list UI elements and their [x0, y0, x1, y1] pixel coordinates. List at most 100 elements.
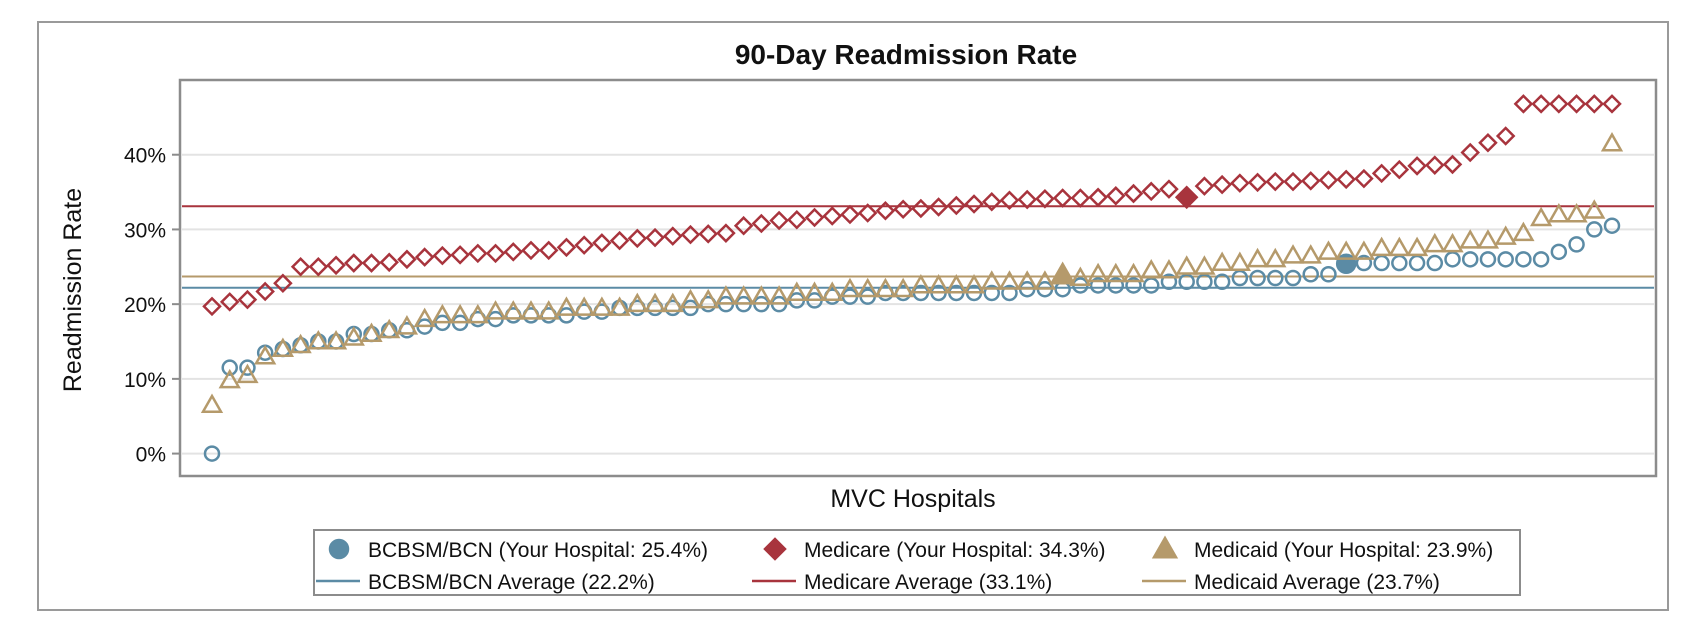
- y-tick-label: 10%: [124, 369, 166, 392]
- data-point: [1299, 244, 1322, 264]
- legend-marker: [1151, 535, 1179, 559]
- data-point: [448, 303, 472, 324]
- legend-label: Medicaid Average (23.7%): [1194, 571, 1440, 594]
- data-point: [1249, 269, 1266, 287]
- data-point: [1515, 251, 1532, 268]
- x-axis-label: MVC Hospitals: [830, 485, 995, 513]
- data-point: [1388, 236, 1411, 257]
- y-axis-ticks: 0% 10% 20% 30% 40%: [124, 145, 180, 467]
- data-point: [856, 277, 879, 298]
- data-point: [1175, 255, 1198, 275]
- data-point: [344, 253, 364, 273]
- data-point: [998, 270, 1021, 290]
- legend-label: Medicare Average (33.1%): [804, 571, 1052, 594]
- data-point: [1478, 132, 1498, 153]
- legend-marker: [763, 537, 787, 561]
- data-point: [1283, 171, 1303, 192]
- data-point: [1354, 168, 1374, 189]
- data-point: [1247, 172, 1268, 193]
- data-point: [804, 207, 825, 228]
- data-point: [1603, 217, 1621, 234]
- data-point: [999, 190, 1020, 211]
- data-point: [466, 303, 489, 324]
- data-point: [1423, 232, 1446, 253]
- legend-label: BCBSM/BCN (Your Hospital: 25.4%): [368, 539, 708, 562]
- data-point: [1159, 179, 1179, 199]
- data-point: [1033, 270, 1057, 290]
- data-point: [946, 195, 967, 216]
- data-point: [1213, 273, 1231, 290]
- data-point: [697, 288, 720, 309]
- data-point: [1088, 187, 1108, 208]
- data-point: [1566, 94, 1587, 114]
- data-point: [1212, 174, 1232, 195]
- data-point: [556, 237, 577, 258]
- data-point: [769, 210, 789, 231]
- data-point: [1512, 221, 1535, 242]
- data-point: [909, 273, 933, 294]
- data-point: [219, 292, 240, 312]
- data-point: [537, 300, 560, 320]
- data-point: [1441, 232, 1464, 253]
- data-point: [1246, 247, 1269, 268]
- data-point: [785, 281, 808, 301]
- data-point: [1442, 154, 1463, 175]
- data-point: [1529, 206, 1553, 227]
- data-point: [324, 329, 348, 350]
- data-point: [503, 242, 524, 262]
- data-point: [1194, 176, 1215, 196]
- data-point: [1106, 186, 1126, 206]
- data-point: [1371, 163, 1392, 184]
- data-point: [750, 285, 773, 305]
- data-point: [714, 285, 738, 305]
- data-point: [893, 199, 913, 220]
- data-point: [290, 257, 311, 277]
- data-point: [519, 300, 543, 320]
- data-point: [928, 197, 949, 217]
- data-point: [1122, 262, 1145, 283]
- data-point: [1389, 159, 1410, 180]
- data-point: [239, 359, 256, 376]
- data-point: [397, 249, 417, 270]
- data-point: [485, 243, 506, 264]
- data-point: [1584, 94, 1605, 114]
- data-point: [450, 245, 470, 265]
- data-point: [803, 281, 826, 301]
- data-point: [1336, 169, 1356, 190]
- plot-area: [178, 78, 1658, 478]
- data-point: [1547, 202, 1570, 223]
- data-point: [200, 393, 224, 414]
- data-point: [379, 252, 399, 273]
- data-point: [822, 206, 843, 226]
- data-point: [572, 296, 596, 316]
- data-point: [1210, 251, 1234, 272]
- data-point: [555, 296, 578, 316]
- data-point: [662, 226, 683, 246]
- data-point: [1104, 262, 1127, 283]
- data-point: [395, 315, 419, 335]
- data-point: [289, 333, 312, 354]
- data-point: [1107, 277, 1125, 294]
- data-point: [821, 281, 844, 301]
- highlighted-data-point: [1049, 261, 1076, 285]
- data-point: [202, 296, 222, 317]
- data-point: [1017, 189, 1037, 210]
- data-point: [1405, 236, 1429, 257]
- data-point: [891, 277, 915, 298]
- legend: BCBSM/BCN (Your Hospital: 25.4%) Medicare…: [316, 535, 1493, 594]
- data-point: [1426, 254, 1444, 272]
- data-point: [1531, 94, 1551, 114]
- data-point: [1355, 254, 1373, 272]
- data-point: [733, 215, 754, 236]
- data-point: [221, 359, 238, 376]
- data-point: [1317, 240, 1340, 260]
- data-point: [1549, 94, 1569, 114]
- gridlines: [182, 153, 1654, 455]
- data-point: [1318, 170, 1339, 190]
- data-point: [414, 247, 435, 267]
- data-point: [273, 273, 293, 293]
- data-point: [1602, 94, 1622, 114]
- legend-label: Medicaid (Your Hospital: 23.9%): [1194, 539, 1493, 562]
